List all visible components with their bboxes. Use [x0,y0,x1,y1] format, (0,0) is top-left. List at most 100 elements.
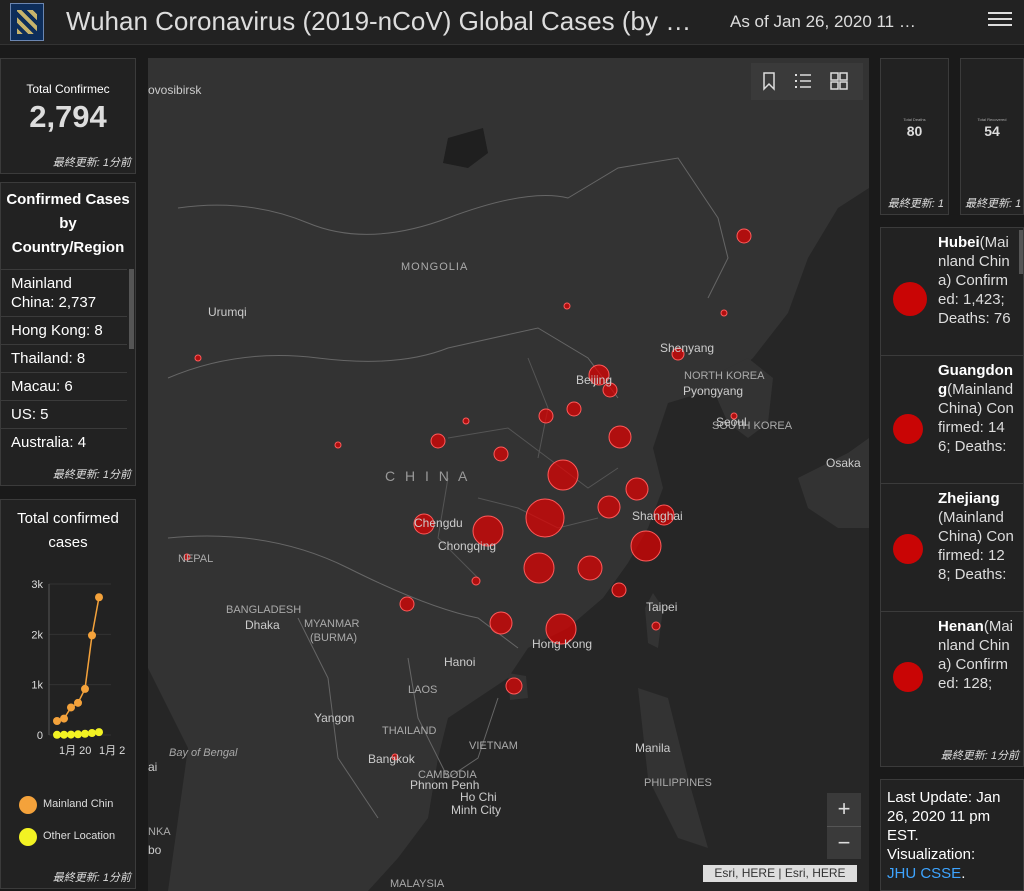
bubble-fujian[interactable] [611,582,627,598]
bubble-guizhou[interactable] [471,576,481,586]
last-updated-label: 最終更新: 1分前 [52,157,131,169]
data-point[interactable] [60,730,68,739]
bubble-henan[interactable] [547,459,579,491]
data-point[interactable] [53,717,61,726]
data-point[interactable] [88,631,96,640]
app-header: Wuhan Coronavirus (2019-nCoV) Global Cas… [0,0,1024,45]
bubble-yunnan[interactable] [399,596,415,612]
data-point[interactable] [67,730,75,739]
region-name: Henan [938,618,984,635]
map-view[interactable]: ovosibirsk MONGOLIA Urumqi C H I N A She… [148,58,869,891]
map-label: Shenyang [660,341,715,355]
bubble-shanxi[interactable] [538,408,554,424]
data-point[interactable] [81,729,89,738]
region-bubble-icon [893,414,923,444]
bubble-taiwan[interactable] [651,621,661,631]
japan [798,438,869,528]
data-point[interactable] [88,728,96,737]
bubble-inner-mongolia[interactable] [563,302,571,310]
country-item[interactable]: Thailand: 8 [1,344,127,372]
y-tick-label: 0 [37,730,43,742]
bubble-gansu[interactable] [430,433,446,449]
border-line [167,327,619,399]
region-item[interactable]: Zhejiang (Mainland China) Confirmed: 128;… [881,484,1023,612]
bubble-zhejiang[interactable] [630,530,662,562]
bubble-tibet[interactable] [334,441,342,449]
bubble-jiangxi[interactable] [577,555,603,581]
bubble-anhui[interactable] [597,495,621,519]
data-point[interactable] [74,730,82,739]
map-label: Dhaka [245,618,280,632]
data-point[interactable] [53,730,61,739]
jhu-csse-link[interactable]: JHU CSSE [887,865,962,882]
bubble-chongqing[interactable] [472,515,504,547]
bubble-guangxi[interactable] [489,611,513,635]
bubble-liaoning[interactable] [671,347,685,361]
bubble-jiangsu[interactable] [625,477,649,501]
zoom-in-button[interactable]: + [827,793,861,827]
region-details: (Mainland China) Confirmed: 128; Deaths: [938,509,1014,583]
region-list-scrollbar[interactable] [1019,230,1023,274]
bubble-shaanxi[interactable] [493,446,509,462]
country-item[interactable]: US: 5 [1,400,127,428]
country-item[interactable]: Mainland China: 2,737 [1,269,127,316]
bubble-thailand[interactable] [391,753,399,761]
bubble-hubei[interactable] [525,498,565,538]
as-of-date: As of Jan 26, 2020 11 … [730,12,916,31]
total-recovered-panel: Total Recovered 54 最終更新: 1 [960,58,1024,215]
map-label: Ho Chi [460,790,497,804]
region-item[interactable]: Henan(Mainland China) Confirmed: 128; [881,612,1023,739]
country-item[interactable]: Hong Kong: 8 [1,316,127,344]
bubble-xinjiang[interactable] [194,354,202,362]
bubble-hebei[interactable] [566,401,582,417]
last-updated-label: 最終更新: 1 [965,198,1022,210]
bubble-guangdong[interactable] [545,613,577,645]
data-point[interactable] [81,684,89,693]
region-item[interactable]: Guangdong(Mainland China) Confirmed: 146… [881,356,1023,484]
region-item[interactable]: Hubei(Mainland China) Confirmed: 1,423; … [881,228,1023,356]
map-label: NORTH KOREA [684,370,765,382]
data-point[interactable] [74,698,82,707]
total-confirmed-value: 2,794 [29,99,107,134]
bubble-tianjin[interactable] [602,382,618,398]
data-point[interactable] [95,593,103,602]
bookmark-icon[interactable] [757,69,781,93]
map-label: Taipei [646,600,678,614]
bubble-shandong[interactable] [608,425,632,449]
map-label: PHILIPPINES [644,777,712,789]
total-deaths-panel: Total Deaths 80 最終更新: 1 [880,58,949,215]
bubble-sichuan[interactable] [413,513,435,535]
bubble-beijing[interactable] [588,364,610,386]
map-label: Manila [635,741,671,755]
y-tick-label: 2k [31,629,43,641]
country-item[interactable]: Macau: 6 [1,372,127,400]
total-confirmed-panel: Total Confirmec 2,794 最終更新: 1分前 [0,58,136,174]
data-point[interactable] [67,703,75,712]
total-deaths-label: Total Deaths [903,117,926,122]
bubble-hainan[interactable] [505,677,523,695]
country-item[interactable]: Australia: 4 [1,428,127,456]
region-bubble-icon [893,282,927,316]
bubble-jilin[interactable] [720,309,728,317]
border-line [407,657,499,779]
hamburger-menu-icon[interactable] [988,8,1012,32]
map-label: ai [148,760,158,774]
bubble-heilongjiang[interactable] [736,228,752,244]
map-label: VIETNAM [469,740,518,752]
zoom-out-button[interactable]: − [837,830,851,855]
bubble-nepal[interactable] [183,553,191,561]
data-point[interactable] [95,728,103,737]
bubble-hunan[interactable] [523,552,555,584]
bubble-korea[interactable] [730,412,738,420]
map-canvas[interactable] [148,58,869,891]
country-list-scrollbar[interactable] [129,269,134,349]
map-label: MYANMAR [304,618,360,630]
bubble-ningxia[interactable] [462,417,470,425]
data-point[interactable] [60,714,68,723]
map-label: Bangkok [368,752,415,766]
basemap-gallery-icon[interactable] [827,69,851,93]
bubble-shanghai[interactable] [653,504,675,526]
map-label: Shanghai [632,509,683,523]
legend-list-icon[interactable] [791,69,815,93]
map-label: Phnom Penh [410,778,480,792]
